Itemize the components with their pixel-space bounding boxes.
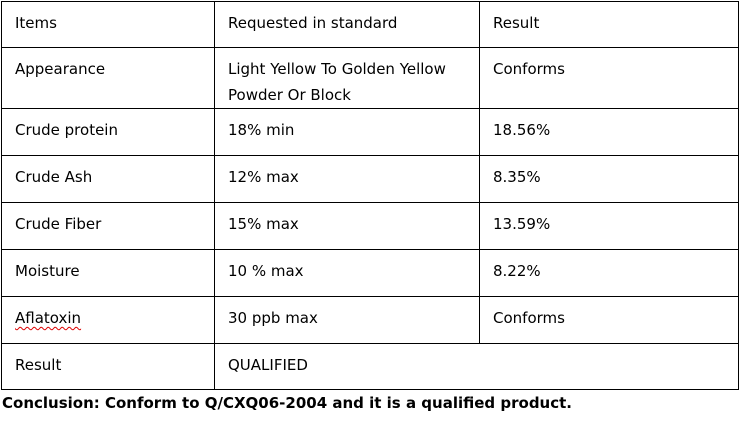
row: Moisture 10 % max 8.22% (1, 249, 739, 297)
cell: 10 % max (214, 249, 480, 297)
cell: Crude Ash (1, 155, 215, 203)
cell: Conforms (479, 47, 739, 109)
conclusion: Conclusion: Conform to Q/CXQ06-2004 and … (2, 394, 572, 412)
cell-wrap: Aflatoxin (1, 296, 215, 344)
cell: QUALIFIED (214, 343, 739, 390)
cell: Result (1, 343, 215, 390)
cell: 15% max (214, 202, 480, 250)
cell: Aflatoxin (15, 309, 82, 327)
row: Crude Ash 12% max 8.35% (1, 155, 739, 203)
cell: Conforms (479, 296, 739, 344)
cell: 18% min (214, 108, 480, 156)
row: Appearance Light Yellow To Golden Yellow… (1, 47, 739, 109)
cell: 30 ppb max (214, 296, 480, 344)
row: Aflatoxin 30 ppb max Conforms (1, 296, 739, 344)
cell: Appearance (1, 47, 215, 109)
row: Crude protein 18% min 18.56% (1, 108, 739, 156)
cell: 12% max (214, 155, 480, 203)
cell: 13.59% (479, 202, 739, 250)
final-row: Result QUALIFIED (1, 343, 739, 390)
cell: Light Yellow To Golden Yellow Powder Or … (214, 47, 480, 109)
cell: 8.22% (479, 249, 739, 297)
cell: Crude protein (1, 108, 215, 156)
spec-table: Items Requested in standard Result Appea… (1, 1, 739, 390)
row: Crude Fiber 15% max 13.59% (1, 202, 739, 250)
header-cell: Items (1, 1, 215, 48)
cell: Moisture (1, 249, 215, 297)
header-row: Items Requested in standard Result (1, 1, 739, 48)
header-cell: Result (479, 1, 739, 48)
cell: 18.56% (479, 108, 739, 156)
cell: 8.35% (479, 155, 739, 203)
header-cell: Requested in standard (214, 1, 480, 48)
cell: Crude Fiber (1, 202, 215, 250)
